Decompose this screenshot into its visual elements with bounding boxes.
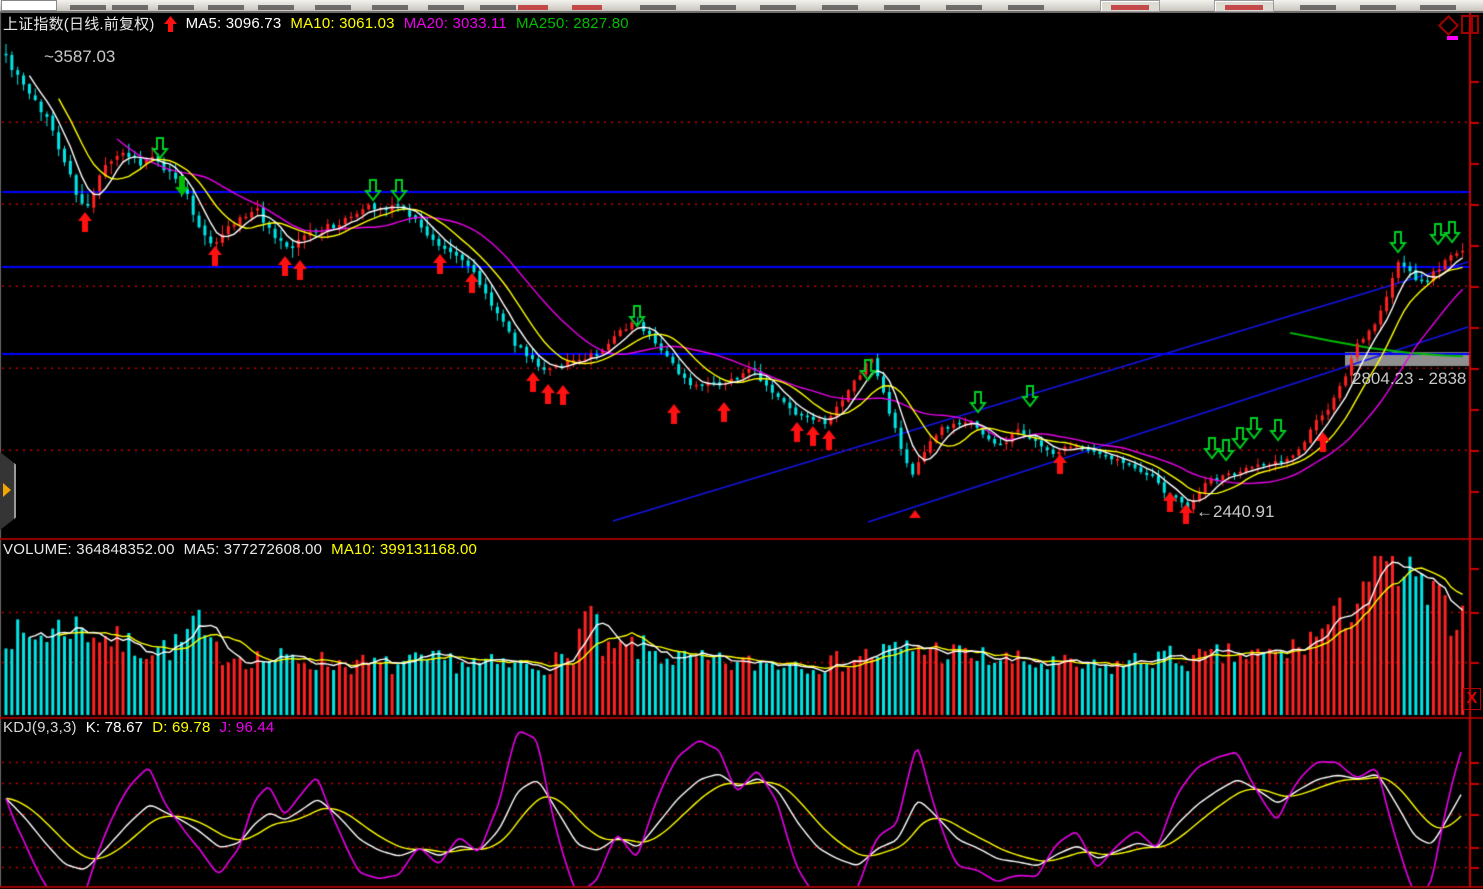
volume-ma5-label: MA5: 377272608.00	[183, 541, 323, 558]
toolbar-item[interactable]	[700, 5, 736, 10]
toolbar-item[interactable]	[70, 5, 106, 10]
toolbar[interactable]	[0, 0, 1483, 13]
volume-ma10-label: MA10: 399131168.00	[331, 541, 478, 558]
toolbar-item[interactable]	[640, 5, 676, 10]
up-arrow-icon	[163, 15, 177, 32]
volume-label: VOLUME: 364848352.00	[3, 541, 175, 558]
kdj-k-label: K: 78.67	[85, 719, 144, 736]
toolbar-item[interactable]	[884, 5, 920, 10]
volume-panel-header: VOLUME: 364848352.00 MA5: 377272608.00 M…	[3, 541, 477, 558]
sidebar-expand-tab[interactable]	[0, 452, 16, 530]
kdj-j-label: J: 96.44	[219, 719, 275, 736]
toolbar-item[interactable]	[258, 5, 294, 10]
pink-dash-indicator	[1447, 36, 1458, 40]
toolbar-item[interactable]	[1008, 5, 1044, 10]
kdj-d-label: D: 69.78	[152, 719, 211, 736]
low-price-label: ←2440.91	[1196, 502, 1275, 521]
toolbar-item[interactable]	[158, 5, 194, 10]
expand-arrow-icon	[3, 483, 11, 497]
ma20-label: MA20: 3033.11	[403, 15, 507, 32]
toolbar-item[interactable]	[372, 5, 408, 10]
toolbar-item[interactable]	[760, 5, 796, 10]
toolbar-item[interactable]	[572, 5, 602, 10]
close-indicator-icon[interactable]: X	[1463, 688, 1481, 710]
toolbar-item[interactable]	[112, 5, 148, 10]
toolbar-item[interactable]	[315, 5, 351, 10]
kdj-panel-header: KDJ(9,3,3) K: 78.67 D: 69.78 J: 96.44	[3, 719, 274, 736]
toolbar-input[interactable]	[1, 0, 57, 11]
toolbar-button[interactable]	[1214, 0, 1274, 12]
toolbar-button-label	[1111, 5, 1149, 10]
toolbar-button-label	[1225, 5, 1263, 10]
band-price-label: 2804.23 - 2838	[1352, 369, 1467, 388]
ma250-label: MA250: 2827.80	[515, 15, 629, 32]
toolbar-item[interactable]	[822, 5, 858, 10]
toolbar-item[interactable]	[518, 5, 548, 10]
kdj-title: KDJ(9,3,3)	[3, 719, 77, 736]
toolbar-item[interactable]	[428, 5, 464, 10]
toolbar-item[interactable]	[1420, 5, 1456, 10]
toolbar-item[interactable]	[208, 5, 244, 10]
toolbar-item[interactable]	[1360, 5, 1396, 10]
toolbar-item[interactable]	[480, 5, 516, 10]
ma10-label: MA10: 3061.03	[290, 15, 395, 32]
main-panel-header: 上证指数(日线.前复权) MA5: 3096.73 MA10: 3061.03 …	[3, 13, 629, 34]
high-price-label: ~3587.03	[44, 47, 116, 66]
toolbar-button[interactable]	[1100, 0, 1160, 12]
symbol-title: 上证指数(日线.前复权)	[3, 16, 155, 33]
ma5-label: MA5: 3096.73	[185, 15, 282, 32]
window-restore-icon[interactable]	[1461, 15, 1479, 34]
toolbar-item[interactable]	[1300, 5, 1336, 10]
toolbar-item[interactable]	[946, 5, 982, 10]
